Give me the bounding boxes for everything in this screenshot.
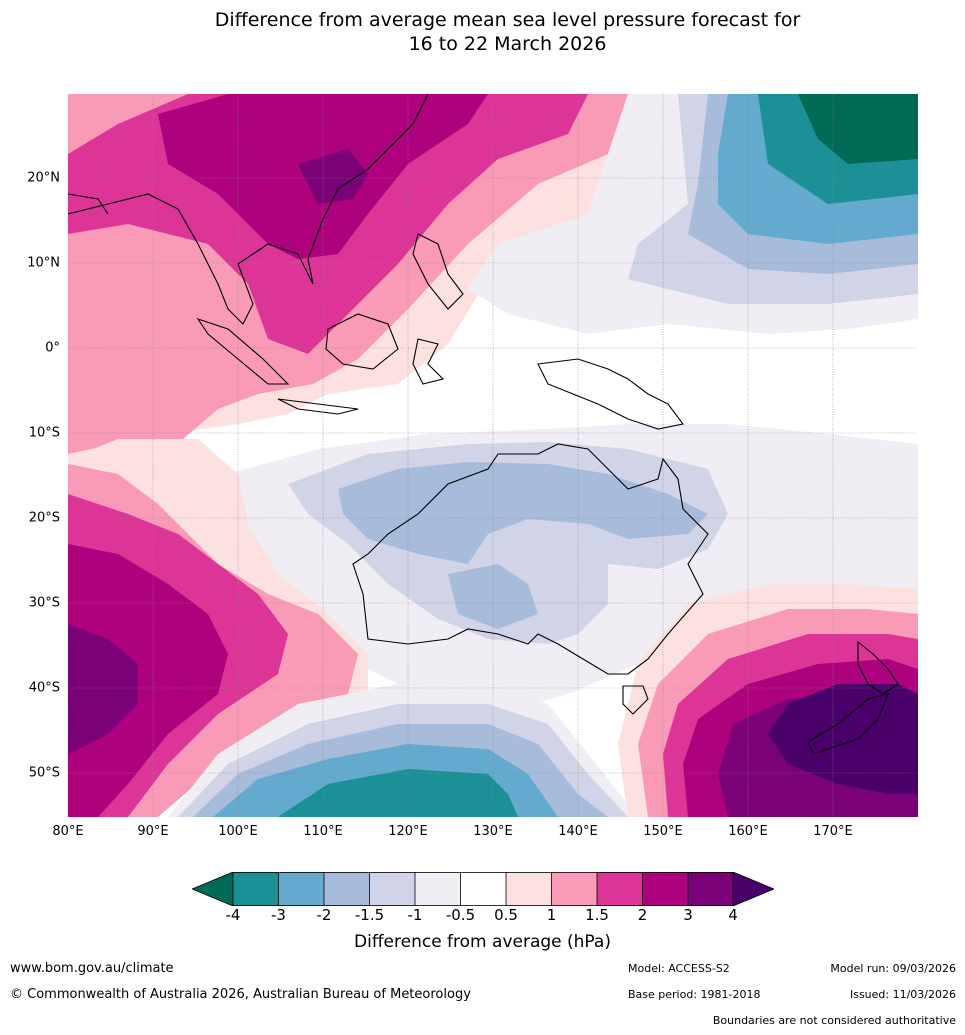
footer-issued: Issued: 11/03/2026	[849, 988, 956, 1001]
lon-label: 90°E	[137, 824, 169, 839]
new-zealand-south-coast	[807, 693, 889, 755]
colorbar-arrow-low	[192, 872, 234, 906]
lat-label: 10°N	[27, 255, 60, 271]
footer-url[interactable]: www.bom.gov.au/climate	[10, 961, 174, 976]
colorbar-tick: 4	[728, 906, 738, 924]
colorbar-dividers	[232, 872, 734, 906]
footer-boundaries-note: Boundaries are not considered authoritat…	[712, 1014, 956, 1027]
lon-label: 150°E	[643, 824, 683, 839]
title-line-1: Difference from average mean sea level p…	[214, 9, 801, 31]
anomaly-p3-sw	[68, 624, 138, 754]
colorbar-tick: -2	[316, 906, 332, 924]
asia-coast	[68, 94, 429, 325]
colorbar	[192, 872, 774, 906]
colorbar-bin	[415, 872, 461, 906]
lon-label: 160°E	[728, 824, 768, 839]
philippines-coast	[412, 233, 464, 310]
australia-coast	[352, 443, 709, 675]
borneo-coast	[325, 313, 399, 370]
chart-title: Difference from average mean sea level p…	[0, 8, 965, 56]
colorbar-tick: -1	[407, 906, 423, 924]
colorbar-bin	[688, 872, 733, 906]
coastlines	[68, 94, 899, 755]
anomaly-m15-aus	[338, 462, 708, 564]
lat-label: 10°S	[28, 425, 60, 441]
new-guinea-coast	[537, 358, 684, 430]
colorbar-bin	[506, 872, 552, 906]
colorbar-tick: 2	[637, 906, 648, 924]
sumatra-coast	[196, 317, 290, 385]
lon-label: 80°E	[52, 824, 84, 839]
colorbar-bin	[278, 872, 324, 906]
colorbar-bin	[233, 872, 279, 906]
lat-label: 0°	[45, 340, 60, 356]
colorbar-tick: 1	[546, 906, 557, 924]
colorbar-bin	[642, 872, 688, 906]
lat-label: 20°S	[28, 510, 60, 526]
colorbar-tick: -1.5	[354, 906, 385, 924]
pressure-anomaly-map	[68, 94, 918, 817]
colorbar-label: Difference from average (hPa)	[354, 932, 611, 952]
lon-label: 140°E	[558, 824, 598, 839]
colorbar-bin	[369, 872, 415, 906]
colorbar-tick: 1.5	[585, 906, 609, 924]
tasmania-coast	[622, 685, 649, 715]
india-coast	[68, 193, 109, 215]
footer-copyright: © Commonwealth of Australia 2026, Austra…	[10, 987, 471, 1002]
colorbar-tick: -3	[271, 906, 286, 924]
title-line-2: 16 to 22 March 2026	[408, 33, 607, 55]
colorbar-tick: -4	[225, 906, 241, 924]
lon-label: 130°E	[473, 824, 513, 839]
java-coast	[277, 398, 359, 415]
footer-model-run: Model run: 09/03/2026	[830, 962, 956, 975]
lat-label: 30°S	[28, 595, 60, 611]
colorbar-bin	[551, 872, 597, 906]
lon-label: 170°E	[813, 824, 853, 839]
lon-label: 100°E	[218, 824, 258, 839]
sulawesi-coast	[412, 338, 445, 385]
colorbar-arrow-high	[732, 872, 774, 906]
colorbar-bin	[597, 872, 643, 906]
lat-label: 50°S	[28, 765, 60, 781]
colorbar-tick: 0.5	[494, 906, 518, 924]
graticule	[68, 94, 918, 817]
lon-label: 120°E	[388, 824, 428, 839]
colorbar-tick: -0.5	[445, 906, 476, 924]
colorbar-bin	[460, 872, 506, 906]
colorbar-bin	[324, 872, 370, 906]
footer-base-period: Base period: 1981-2018	[628, 988, 761, 1001]
new-zealand-north-coast	[857, 640, 899, 695]
anomaly-p3-nw	[298, 149, 368, 204]
map-svg	[68, 94, 918, 817]
lat-label: 40°S	[28, 680, 60, 696]
anomaly-p2-sw	[68, 544, 228, 817]
anomaly-m4-ne	[798, 94, 918, 164]
colorbar-tick: 3	[683, 906, 693, 924]
footer-model: Model: ACCESS-S2	[628, 962, 730, 975]
lon-label: 110°E	[303, 824, 343, 839]
lat-label: 20°N	[27, 170, 60, 186]
anomaly-m3-s	[278, 769, 518, 817]
